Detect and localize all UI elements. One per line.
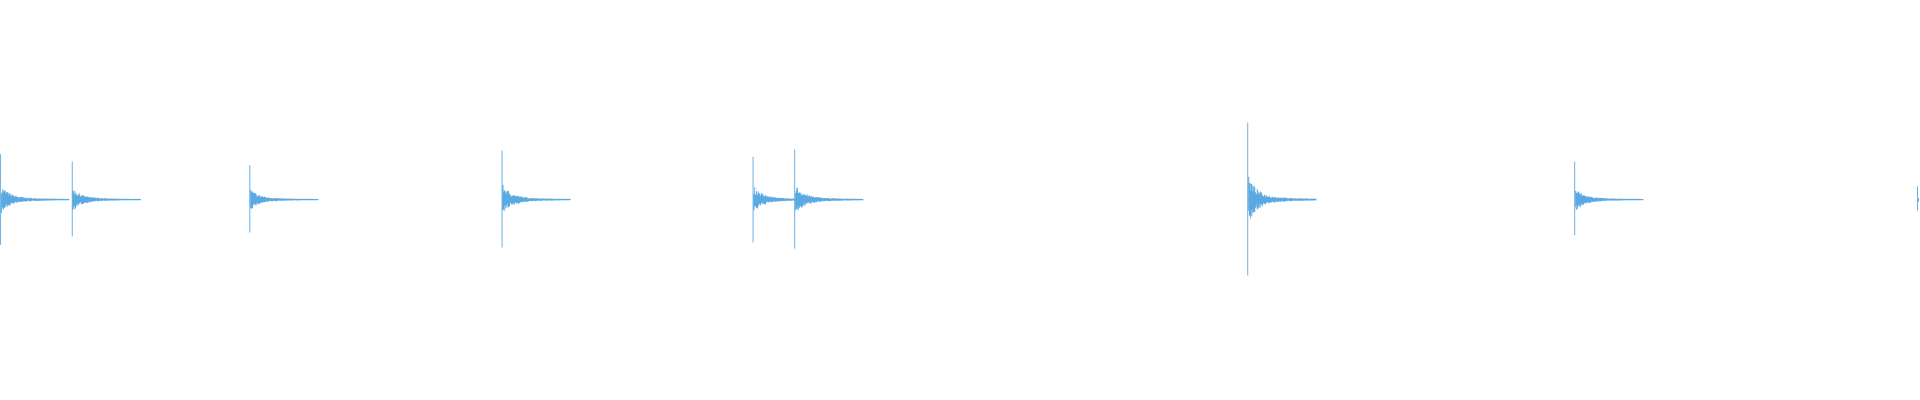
- waveform-burst: [1247, 122, 1317, 276]
- waveform: [0, 122, 1920, 276]
- waveform-burst: [0, 154, 70, 245]
- waveform-burst: [1574, 161, 1644, 236]
- waveform-burst: [1917, 186, 1920, 211]
- waveform-burst: [249, 165, 319, 233]
- waveform-burst: [71, 161, 141, 237]
- waveform-burst: [501, 150, 571, 248]
- waveform-burst: [794, 149, 864, 249]
